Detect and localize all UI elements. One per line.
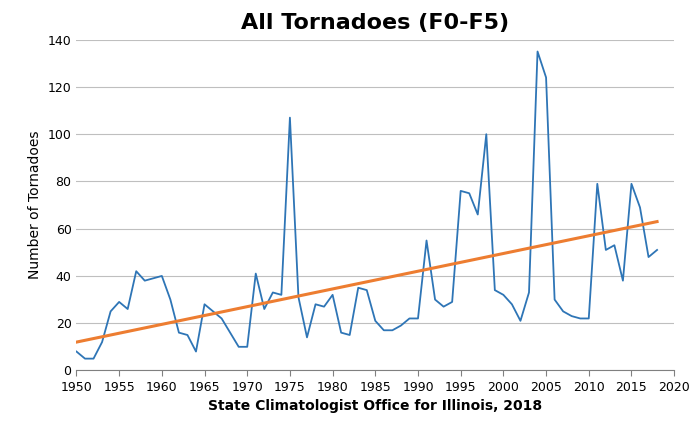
Y-axis label: Number of Tornadoes: Number of Tornadoes (28, 131, 42, 279)
X-axis label: State Climatologist Office for Illinois, 2018: State Climatologist Office for Illinois,… (208, 400, 542, 413)
Title: All Tornadoes (F0-F5): All Tornadoes (F0-F5) (241, 13, 509, 33)
